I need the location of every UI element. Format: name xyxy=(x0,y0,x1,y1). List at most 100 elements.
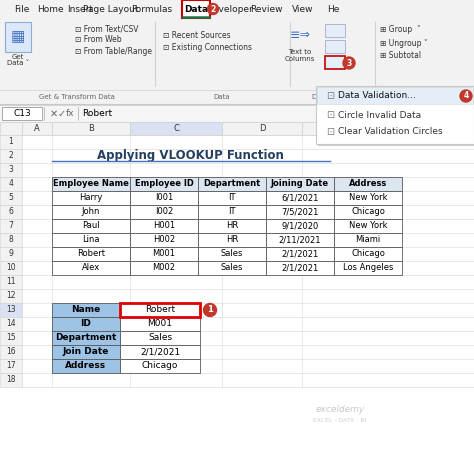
Text: Chicago: Chicago xyxy=(142,361,178,370)
Text: Robert: Robert xyxy=(77,249,105,258)
Text: ID: ID xyxy=(81,320,91,328)
Text: Paul: Paul xyxy=(82,221,100,230)
Bar xyxy=(0,275,22,289)
Text: Applying VLOOKUP Function: Applying VLOOKUP Function xyxy=(97,149,283,162)
Bar xyxy=(0,289,22,303)
Text: Alex: Alex xyxy=(82,264,100,273)
Bar xyxy=(0,122,474,450)
Text: Page Layout: Page Layout xyxy=(83,4,139,13)
Bar xyxy=(0,0,474,105)
Text: exceldemy: exceldemy xyxy=(315,405,365,414)
Text: 2/11/2021: 2/11/2021 xyxy=(279,235,321,244)
Bar xyxy=(52,261,130,275)
Bar xyxy=(0,122,22,135)
Text: 2/1/2021: 2/1/2021 xyxy=(282,249,319,258)
Text: Chicago: Chicago xyxy=(351,207,385,216)
Bar xyxy=(182,0,210,18)
Text: 12: 12 xyxy=(6,292,16,301)
Text: H001: H001 xyxy=(153,221,175,230)
Text: 17: 17 xyxy=(6,361,16,370)
Text: 1: 1 xyxy=(9,138,13,147)
Text: 3: 3 xyxy=(346,58,352,68)
Bar xyxy=(316,86,474,144)
Bar xyxy=(0,261,22,275)
Text: Columns: Columns xyxy=(285,56,315,62)
Text: 5: 5 xyxy=(9,194,13,202)
Bar xyxy=(334,247,402,261)
Bar xyxy=(52,205,130,219)
Text: A: A xyxy=(34,124,40,133)
Circle shape xyxy=(203,303,217,316)
Bar xyxy=(52,331,120,345)
Text: ⊞ Ungroup ˅: ⊞ Ungroup ˅ xyxy=(380,39,428,48)
Bar xyxy=(0,177,22,191)
Bar xyxy=(120,345,200,359)
Bar xyxy=(266,205,334,219)
Text: IT: IT xyxy=(228,194,236,202)
Text: Lina: Lina xyxy=(82,235,100,244)
Bar xyxy=(130,233,198,247)
Bar xyxy=(0,18,474,90)
Text: I002: I002 xyxy=(155,207,173,216)
Text: ✓: ✓ xyxy=(58,108,66,118)
Text: Text to: Text to xyxy=(288,49,311,55)
Bar xyxy=(0,163,22,177)
Text: New York: New York xyxy=(349,221,387,230)
Text: Clear Validation Circles: Clear Validation Circles xyxy=(338,127,443,136)
Text: 15: 15 xyxy=(6,333,16,342)
Bar xyxy=(0,90,474,105)
Text: 6/1/2021: 6/1/2021 xyxy=(281,194,319,202)
Bar xyxy=(266,261,334,275)
Text: Miami: Miami xyxy=(356,235,381,244)
Text: 2/1/2021: 2/1/2021 xyxy=(282,264,319,273)
Text: Los Angeles: Los Angeles xyxy=(343,264,393,273)
Text: 4: 4 xyxy=(9,180,13,189)
Text: Get & Transform Data: Get & Transform Data xyxy=(39,94,115,100)
Text: ⊡: ⊡ xyxy=(326,127,334,137)
Bar xyxy=(325,40,345,53)
Text: ⊡ Existing Connections: ⊡ Existing Connections xyxy=(163,44,252,53)
Text: New York: New York xyxy=(349,194,387,202)
Bar xyxy=(0,373,22,387)
Text: Data Tools: Data Tools xyxy=(312,94,348,100)
Text: ⊡ From Web: ⊡ From Web xyxy=(75,36,122,45)
Text: ⊡ From Table/Range: ⊡ From Table/Range xyxy=(75,46,152,55)
Text: Sales: Sales xyxy=(221,249,243,258)
Text: 10: 10 xyxy=(6,264,16,273)
Text: Harry: Harry xyxy=(79,194,103,202)
Bar xyxy=(0,331,22,345)
Text: IT: IT xyxy=(228,207,236,216)
Text: View: View xyxy=(292,4,314,13)
Text: C: C xyxy=(173,124,179,133)
Text: 4: 4 xyxy=(464,91,469,100)
Text: Department: Department xyxy=(203,180,261,189)
Bar xyxy=(52,247,130,261)
Text: Robert: Robert xyxy=(145,306,175,315)
Text: D: D xyxy=(259,124,265,133)
Text: Sales: Sales xyxy=(221,264,243,273)
Bar xyxy=(52,233,130,247)
Bar xyxy=(120,303,200,317)
Bar xyxy=(52,191,130,205)
Bar xyxy=(52,122,130,135)
Bar xyxy=(52,219,130,233)
Bar xyxy=(0,345,22,359)
Bar xyxy=(266,177,334,191)
Bar xyxy=(318,88,474,146)
Text: Employee ID: Employee ID xyxy=(135,180,193,189)
Bar xyxy=(120,303,200,317)
Text: 1: 1 xyxy=(207,306,213,315)
Bar xyxy=(266,219,334,233)
Bar xyxy=(198,219,266,233)
Bar xyxy=(325,24,345,37)
Bar xyxy=(0,219,22,233)
Text: Review: Review xyxy=(250,4,282,13)
Bar xyxy=(0,191,22,205)
Bar xyxy=(334,177,402,191)
Text: 13: 13 xyxy=(6,306,16,315)
Bar xyxy=(222,122,302,135)
Text: Department: Department xyxy=(55,333,117,342)
Text: Formulas: Formulas xyxy=(131,4,173,13)
Text: ⊡: ⊡ xyxy=(326,91,334,101)
Bar xyxy=(0,205,22,219)
